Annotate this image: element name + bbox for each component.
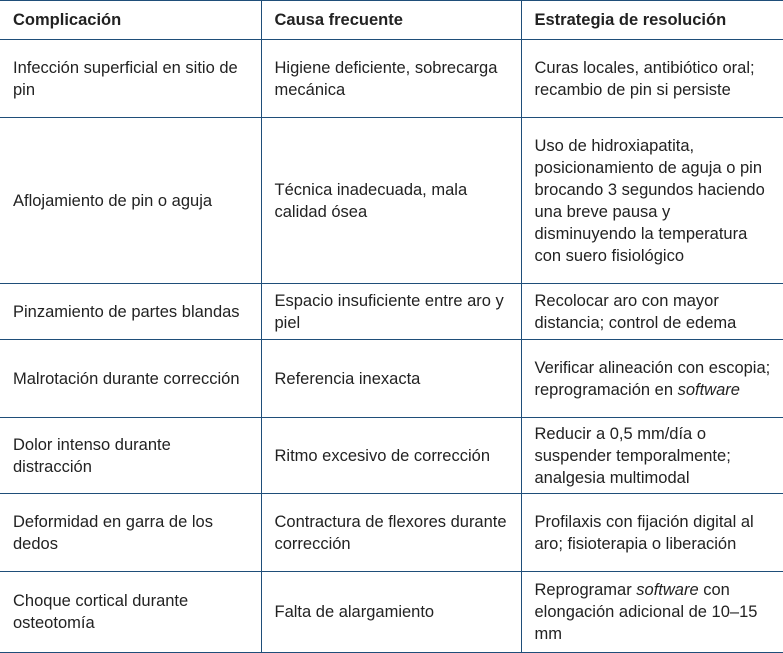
text-segment: Profilaxis con fijación digital al aro; …	[534, 512, 754, 553]
text-segment: Uso de hidroxiapatita, posicionamiento d…	[534, 136, 765, 265]
cell-cause: Referencia inexacta	[260, 339, 522, 418]
cell-strategy: Reprogramar software con elongación adic…	[520, 571, 783, 653]
cell-strategy: Recolocar aro con mayor distancia; contr…	[520, 283, 783, 340]
table-row: Dolor intenso durante distracción Ritmo e…	[0, 417, 783, 494]
cell-strategy: Verificar alineación con escopia; reprog…	[520, 339, 783, 418]
cell-complication: Pinzamiento de partes blandas	[0, 283, 262, 340]
header-complication: Complicación	[0, 0, 262, 40]
cell-strategy: Uso de hidroxiapatita, posicionamiento d…	[520, 117, 783, 284]
text-segment: Recolocar aro con mayor distancia; contr…	[534, 291, 737, 332]
header-cause: Causa frecuente	[260, 0, 522, 40]
cell-complication: Aflojamiento de pin o aguja	[0, 117, 262, 284]
cell-cause: Falta de alargamiento	[260, 571, 522, 653]
cell-strategy: Curas locales, antibiótico oral; recambi…	[520, 39, 783, 118]
table-row: Malrotación durante corrección Referencia…	[0, 339, 783, 418]
text-segment: Reducir a 0,5 mm/día o suspender tempora…	[534, 424, 731, 487]
italic-term: software	[677, 380, 740, 399]
cell-cause: Higiene deficiente, sobrecarga mecánica	[260, 39, 522, 118]
cell-complication: Choque cortical durante osteotomía	[0, 571, 262, 653]
cell-complication: Dolor intenso durante distracción	[0, 417, 262, 494]
table-row: Aflojamiento de pin o aguja Técnica inade…	[0, 117, 783, 284]
italic-term: software	[636, 581, 699, 599]
cell-cause: Técnica inadecuada, mala calidad ósea	[260, 117, 522, 284]
cell-complication: Malrotación durante corrección	[0, 339, 262, 418]
table-row: Choque cortical durante osteotomía Falta …	[0, 571, 783, 653]
text-segment: con elongación adicional de 10–15 mm	[534, 581, 758, 643]
header-strategy: Estrategia de resolución	[520, 0, 783, 40]
cell-cause: Espacio insuficiente entre aro y piel	[260, 283, 522, 340]
cell-complication: Deformidad en garra de los dedos	[0, 493, 262, 572]
text-segment: Reprogramar	[534, 581, 637, 599]
table-row: Pinzamiento de partes blandas Espacio ins…	[0, 283, 783, 340]
header-row: Complicación Causa frecuente Estrategia …	[0, 0, 783, 40]
cell-cause: Ritmo excesivo de corrección	[260, 417, 522, 494]
table-row: Infección superficial en sitio de pin Hig…	[0, 39, 783, 118]
cell-strategy: Reducir a 0,5 mm/día o suspender tempora…	[520, 417, 783, 494]
text-segment: Verificar alineación con escopia; reprog…	[534, 358, 771, 399]
table-body: Infección superficial en sitio de pin Hig…	[0, 39, 783, 653]
cell-cause: Contractura de flexores durante correcci…	[260, 493, 522, 572]
cell-complication: Infección superficial en sitio de pin	[0, 39, 262, 118]
table-row: Deformidad en garra de los dedos Contract…	[0, 493, 783, 572]
cell-strategy: Profilaxis con fijación digital al aro; …	[520, 493, 783, 572]
text-segment: Curas locales, antibiótico oral; recambi…	[534, 58, 755, 99]
